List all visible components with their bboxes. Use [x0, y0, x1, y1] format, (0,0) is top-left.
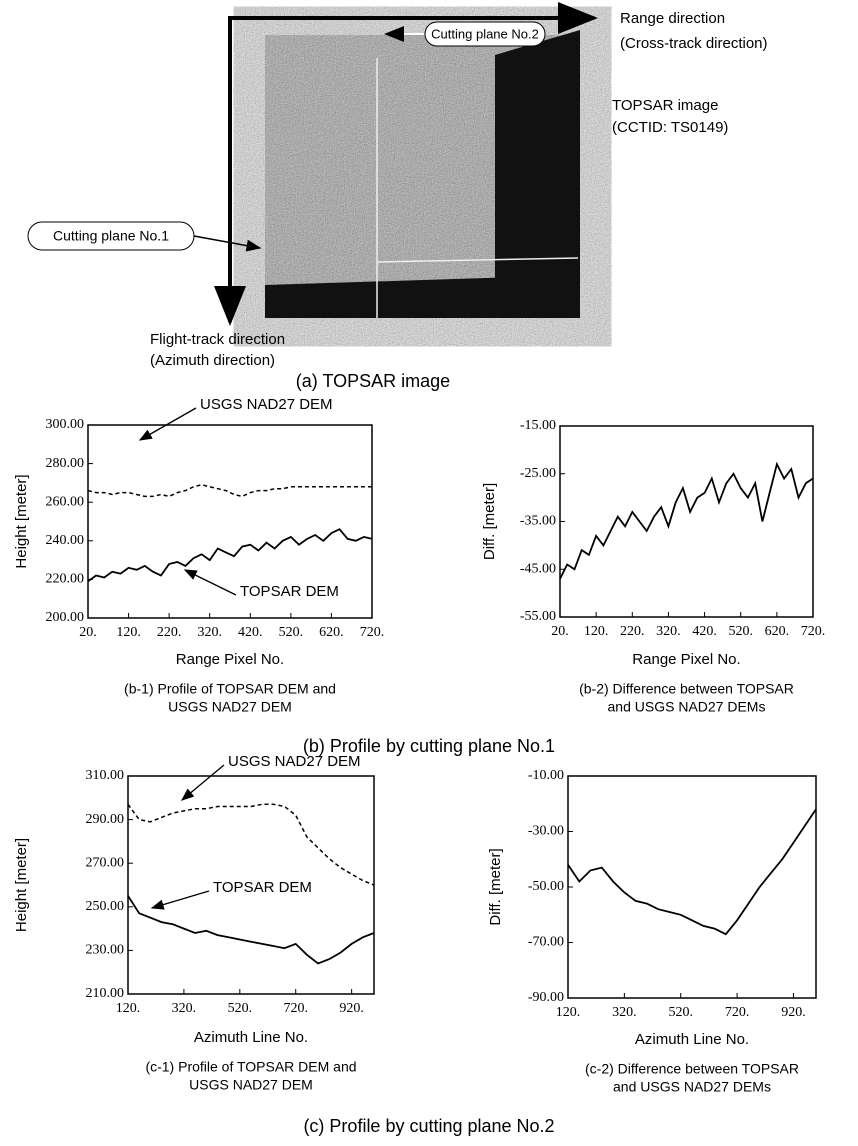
x-axis-label: Range Pixel No.	[176, 651, 284, 668]
series-label-arrow	[150, 890, 210, 910]
y-tick-label: -10.00	[528, 768, 564, 783]
x-tick-label: 520.	[668, 1005, 693, 1020]
image-dark-region	[265, 275, 580, 318]
y-tick-label: -25.00	[520, 466, 556, 481]
callout-box	[424, 21, 546, 47]
series-line	[567, 808, 817, 936]
y-axis-label: Diff. [meter]	[481, 483, 498, 560]
caption: (a) TOPSAR image	[296, 371, 450, 391]
series-line	[87, 528, 373, 583]
image-dark-region	[495, 30, 580, 290]
x-tick-label: 720.	[360, 625, 385, 640]
y-tick-label: 290.00	[86, 812, 125, 827]
y-axis-label: Height [meter]	[13, 838, 30, 932]
y-tick-label: -55.00	[520, 609, 556, 624]
series-line	[127, 803, 375, 886]
x-tick-label: 720.	[725, 1005, 750, 1020]
chart-caption: and USGS NAD27 DEMs	[613, 1079, 771, 1095]
label: Cutting plane No.2	[431, 26, 539, 41]
x-tick-label: 320.	[656, 624, 681, 639]
y-tick-label: 280.00	[46, 456, 85, 471]
x-tick-label: 520.	[728, 624, 753, 639]
y-tick-label: -45.00	[520, 561, 556, 576]
x-tick-label: 720.	[801, 624, 826, 639]
y-tick-label: 200.00	[46, 610, 85, 625]
plot-frame	[567, 775, 817, 999]
x-tick-label: 120.	[584, 624, 609, 639]
y-tick-label: 270.00	[86, 855, 125, 870]
x-tick-label: 420.	[692, 624, 717, 639]
x-tick-label: 720.	[283, 1001, 308, 1016]
x-tick-label: 320.	[197, 625, 222, 640]
y-tick-label: 210.00	[86, 986, 125, 1001]
plot-frame	[87, 424, 373, 619]
series-line	[559, 461, 814, 580]
series-line	[87, 484, 372, 498]
caption: (c) Profile by cutting plane No.2	[303, 1116, 554, 1136]
series-label: USGS NAD27 DEM	[200, 396, 333, 413]
x-tick-label: 120.	[116, 625, 141, 640]
chart-caption: (b-1) Profile of TOPSAR DEM and	[124, 681, 336, 697]
x-tick-label: 20.	[551, 624, 569, 639]
cutting-line	[376, 257, 579, 263]
x-tick-label: 220.	[157, 625, 182, 640]
caption: (b) Profile by cutting plane No.1	[303, 736, 555, 756]
y-axis-label: Diff. [meter]	[487, 848, 504, 925]
y-tick-label: 240.00	[46, 533, 85, 548]
series-label: TOPSAR DEM	[213, 879, 312, 896]
y-tick-label: 250.00	[86, 899, 125, 914]
y-tick-label: -35.00	[520, 514, 556, 529]
chart-caption: (b-2) Difference between TOPSAR	[579, 681, 794, 697]
y-axis-label: Height [meter]	[13, 474, 30, 568]
y-tick-label: -50.00	[528, 879, 564, 894]
x-tick-label: 20.	[79, 625, 97, 640]
x-tick-label: 320.	[172, 1001, 197, 1016]
y-tick-label: 260.00	[46, 494, 85, 509]
x-tick-label: 620.	[319, 625, 344, 640]
y-tick-label: 310.00	[86, 768, 125, 783]
label: Cutting plane No.1	[53, 228, 169, 244]
x-tick-label: 120.	[116, 1001, 141, 1016]
y-tick-label: 220.00	[46, 572, 85, 587]
x-axis-label: Azimuth Line No.	[194, 1029, 308, 1046]
label: Range direction	[620, 10, 725, 27]
x-tick-label: 520.	[279, 625, 304, 640]
plot-frame	[559, 425, 814, 618]
chart-caption: and USGS NAD27 DEMs	[608, 699, 766, 715]
x-tick-label: 520.	[228, 1001, 253, 1016]
chart-caption: (c-1) Profile of TOPSAR DEM and	[145, 1059, 356, 1075]
series-label-arrow	[181, 764, 225, 801]
y-tick-label: -15.00	[520, 418, 556, 433]
y-tick-label: -90.00	[528, 990, 564, 1005]
x-tick-label: 120.	[556, 1005, 581, 1020]
series-label-arrow	[138, 407, 197, 441]
x-tick-label: 320.	[612, 1005, 637, 1020]
series-label: USGS NAD27 DEM	[228, 753, 361, 770]
series-label: TOPSAR DEM	[240, 583, 339, 600]
label: (Cross-track direction)	[620, 35, 768, 52]
x-tick-label: 920.	[339, 1001, 364, 1016]
y-tick-label: -70.00	[528, 935, 564, 950]
label: (CCTID: TS0149)	[612, 119, 728, 136]
label: Flight-track direction	[150, 331, 285, 348]
x-tick-label: 920.	[781, 1005, 806, 1020]
callout-arrow	[193, 235, 262, 252]
x-tick-label: 420.	[238, 625, 263, 640]
series-label-arrow	[183, 569, 237, 596]
chart-caption: (c-2) Difference between TOPSAR	[585, 1061, 799, 1077]
y-tick-label: 230.00	[86, 943, 125, 958]
chart-caption: USGS NAD27 DEM	[189, 1077, 313, 1093]
y-tick-label: -30.00	[528, 824, 564, 839]
chart-caption: USGS NAD27 DEM	[168, 699, 292, 715]
x-tick-label: 220.	[620, 624, 645, 639]
topsar-image	[265, 30, 580, 318]
series-line	[127, 895, 375, 965]
y-tick-label: 300.00	[46, 417, 85, 432]
x-axis-label: Azimuth Line No.	[635, 1031, 749, 1048]
label: (Azimuth direction)	[150, 352, 275, 369]
x-axis-label: Range Pixel No.	[632, 651, 740, 668]
x-tick-label: 620.	[765, 624, 790, 639]
label: TOPSAR image	[612, 97, 718, 114]
